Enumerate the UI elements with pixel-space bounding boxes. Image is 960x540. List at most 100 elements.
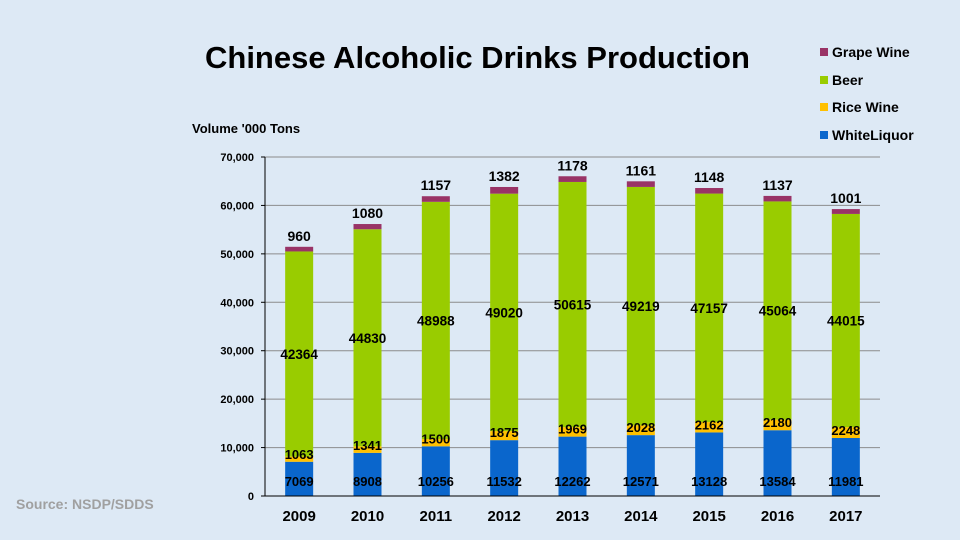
data-label-beer: 48988 <box>417 313 455 328</box>
bar-segment-whiteliquor <box>626 435 655 496</box>
data-label-whiteliquor: 7069 <box>285 474 314 489</box>
data-label-grape-wine: 1382 <box>489 168 520 184</box>
y-tick-label: 70,000 <box>220 152 254 164</box>
bar-segment-rice-wine <box>695 421 724 433</box>
y-tick-label: 40,000 <box>220 297 254 309</box>
x-tick-labels: 2009 2010 2011 2012 2013 2014 2015 2016 2017 <box>282 508 862 525</box>
bar-segment-whiteliquor <box>695 432 724 496</box>
data-label-whiteliquor: 13584 <box>759 474 796 489</box>
data-label-whiteliquor: 13128 <box>691 474 727 489</box>
x-tick-label: 2015 <box>692 508 725 525</box>
data-label-whiteliquor: 11981 <box>828 474 863 489</box>
bar-segment-grape-wine <box>421 196 450 202</box>
bar-segment-beer <box>763 201 792 420</box>
data-label-rice-wine: 1341 <box>353 438 382 453</box>
bar-segment-beer <box>353 229 382 447</box>
source-note: Source: NSDP/SDDS <box>16 496 154 512</box>
bar-segment-whiteliquor <box>558 436 587 496</box>
bar-segment-grape-wine <box>831 209 860 214</box>
data-label-whiteliquor: 12262 <box>554 474 590 489</box>
data-label-grape-wine: 1161 <box>626 162 657 178</box>
y-tick-label: 10,000 <box>220 443 254 455</box>
bar-segment-whiteliquor <box>763 430 792 496</box>
legend-swatch <box>820 48 828 56</box>
legend-item: Beer <box>820 71 914 89</box>
bar-segment-grape-wine <box>558 176 587 182</box>
bar-segment-whiteliquor <box>831 437 860 496</box>
bar-segment-whiteliquor <box>490 440 519 496</box>
data-label-rice-wine: 1500 <box>421 431 450 446</box>
y-axis-title: Volume '000 Tons <box>192 121 300 136</box>
bar-segment-grape-wine <box>695 188 724 194</box>
legend-swatch <box>820 75 828 84</box>
bar-segment-grape-wine <box>353 224 382 230</box>
data-label-whiteliquor: 11532 <box>486 474 521 489</box>
data-labels: 7069 1063 42364 960 8908 1341 44830 1080 10256 15… <box>280 157 865 489</box>
bar-segment-rice-wine <box>353 446 382 453</box>
y-tick-label: 20,000 <box>220 394 254 406</box>
x-tick-label: 2009 <box>282 508 315 525</box>
legend-label: Grape Wine <box>832 44 910 60</box>
y-tick-label: 0 <box>248 491 254 503</box>
data-label-beer: 45064 <box>759 304 797 319</box>
data-label-rice-wine: 2248 <box>831 423 860 438</box>
data-label-rice-wine: 2028 <box>626 420 655 435</box>
data-label-whiteliquor: 8908 <box>353 474 382 489</box>
bar-segment-whiteliquor <box>421 446 450 496</box>
legend: Grape Wine Beer Rice Wine WhiteLiquor <box>820 43 914 153</box>
y-tick-label: 30,000 <box>220 346 254 358</box>
chart-title: Chinese Alcoholic Drinks Production <box>205 40 750 75</box>
bar-segment-beer <box>490 193 519 432</box>
data-label-beer: 49020 <box>485 305 523 320</box>
legend-swatch <box>820 130 828 139</box>
bar-segment-whiteliquor <box>353 452 382 496</box>
x-tick-label: 2012 <box>487 508 520 525</box>
legend-swatch <box>820 103 828 111</box>
y-tick-labels: 0 10,000 20,000 30,000 40,000 50,000 60,000 70,… <box>220 152 254 503</box>
bar-segment-whiteliquor <box>285 461 314 496</box>
data-label-grape-wine: 1178 <box>557 157 588 173</box>
legend-label: WhiteLiquor <box>832 126 914 143</box>
legend-item: WhiteLiquor <box>820 126 914 144</box>
bar-segment-grape-wine <box>285 246 314 252</box>
x-tick-label: 2011 <box>420 508 453 525</box>
data-label-beer: 42364 <box>280 347 318 362</box>
data-label-grape-wine: 1080 <box>352 205 383 221</box>
legend-item: Rice Wine <box>820 98 914 116</box>
bar-segment-beer <box>831 213 860 428</box>
data-label-rice-wine: 2162 <box>695 417 724 432</box>
bar-segment-rice-wine <box>558 427 587 437</box>
y-tick-label: 50,000 <box>220 249 254 261</box>
data-label-whiteliquor: 10256 <box>418 474 454 489</box>
bar-segment-grape-wine <box>763 195 792 202</box>
x-tick-label: 2010 <box>351 508 384 525</box>
bar-segment-beer <box>626 186 655 426</box>
data-label-grape-wine: 1137 <box>762 177 793 193</box>
bar-segment-rice-wine <box>285 456 314 462</box>
bar-segment-rice-wine <box>490 431 519 441</box>
x-tick-label: 2017 <box>829 508 862 525</box>
bar-segment-rice-wine <box>626 425 655 436</box>
y-tick-label: 60,000 <box>220 200 254 212</box>
data-label-beer: 47157 <box>690 301 728 316</box>
x-tick-label: 2014 <box>624 508 658 525</box>
bar-segment-beer <box>285 251 314 457</box>
x-tick-label: 2013 <box>556 508 589 525</box>
bar-segment-beer <box>695 193 724 422</box>
data-label-beer: 50615 <box>554 298 592 313</box>
axes <box>261 156 880 497</box>
legend-label: Beer <box>832 71 864 88</box>
data-label-grape-wine: 1148 <box>694 169 725 185</box>
x-tick-label: 2016 <box>761 508 794 525</box>
data-label-rice-wine: 1063 <box>285 447 314 462</box>
legend-label: Rice Wine <box>832 99 899 115</box>
data-label-rice-wine: 2180 <box>763 415 792 430</box>
data-label-grape-wine: 1001 <box>830 190 861 206</box>
data-label-grape-wine: 960 <box>287 228 311 244</box>
data-label-rice-wine: 1875 <box>490 425 519 440</box>
data-label-beer: 44830 <box>349 331 387 346</box>
bars <box>285 176 860 496</box>
bar-segment-grape-wine <box>490 186 519 194</box>
bar-segment-grape-wine <box>626 181 655 187</box>
bar-segment-rice-wine <box>763 419 792 431</box>
